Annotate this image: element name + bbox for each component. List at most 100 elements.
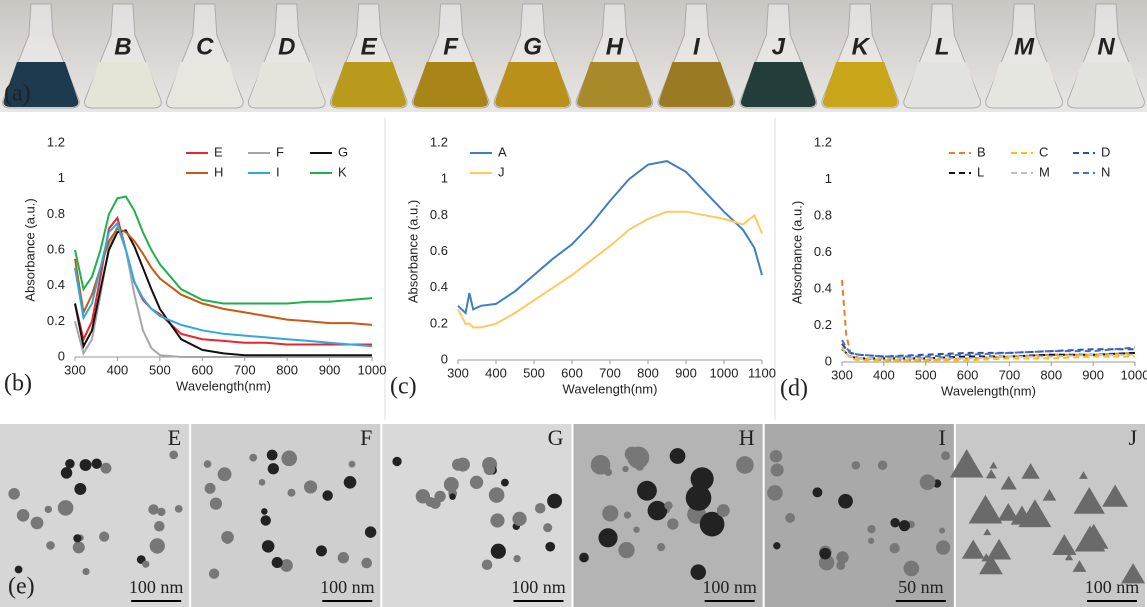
particle [365, 526, 376, 537]
legend-label: N [1101, 164, 1110, 179]
x-axis-title: Wavelength(nm) [176, 378, 271, 393]
particle [920, 474, 936, 490]
flask-label: K [852, 33, 871, 60]
particle [322, 490, 333, 501]
particle [101, 463, 112, 474]
particle [618, 542, 634, 558]
y-tick-label: 1 [825, 171, 832, 186]
panel-label: (d) [780, 376, 808, 402]
particle [449, 493, 456, 500]
legend-label: C [1039, 144, 1048, 159]
particle [622, 466, 628, 472]
particle [15, 566, 23, 574]
flask-liquid [331, 62, 406, 107]
particle [392, 457, 401, 466]
particle [74, 483, 86, 495]
scale-label: 100 nm [702, 577, 757, 597]
particle [852, 461, 861, 470]
x-tick-label: 900 [675, 365, 697, 380]
particle [272, 557, 283, 568]
tem-label: F [360, 425, 372, 450]
tem-label: H [739, 425, 755, 450]
y-tick-label: 1.2 [430, 134, 448, 149]
legend-label: L [977, 164, 984, 179]
tem-label: E [168, 425, 181, 450]
particle [547, 494, 562, 509]
scale-label: 100 nm [511, 577, 566, 597]
flask-label: D [278, 33, 295, 60]
x-tick-label: 800 [276, 362, 298, 377]
particle [99, 532, 109, 542]
particle [268, 463, 279, 474]
particle [717, 504, 730, 517]
y-tick-label: 0 [441, 351, 448, 366]
x-tick-label: 300 [64, 362, 86, 377]
particle [46, 541, 55, 550]
particle [513, 555, 520, 562]
y-tick-label: 0.2 [47, 313, 65, 328]
tem-label: I [939, 425, 946, 450]
particle [691, 467, 714, 490]
particle [899, 520, 910, 531]
series-line [75, 218, 372, 345]
flask-liquid [86, 62, 161, 107]
x-tick-label: 300 [447, 365, 469, 380]
legend-label: D [1101, 144, 1110, 159]
particle [501, 479, 509, 487]
particle [648, 501, 668, 521]
panel-label: (c) [390, 374, 417, 400]
figure: BCDEFGHIJKLMN(a)00.20.40.60.811.23004005… [0, 0, 1147, 607]
particle [349, 461, 356, 468]
particle [150, 538, 165, 553]
particle [490, 513, 504, 527]
scale-label: 100 nm [320, 577, 375, 597]
particle [812, 487, 822, 497]
panel-label: (b) [4, 371, 32, 397]
legend-label: A [498, 144, 507, 159]
y-tick-label: 0 [58, 348, 65, 363]
y-tick-label: 0.4 [814, 280, 832, 295]
tem-label: G [548, 425, 564, 450]
particle [939, 528, 945, 534]
particle [261, 515, 271, 525]
particle [45, 506, 52, 513]
y-axis-title: Absorbance (a.u.) [405, 200, 420, 303]
particle [148, 504, 158, 514]
y-tick-label: 0.6 [47, 241, 65, 256]
particle [210, 497, 222, 509]
x-tick-label: 900 [1082, 367, 1104, 382]
series-line [75, 229, 372, 325]
particle [17, 509, 30, 522]
y-tick-label: 0.8 [47, 206, 65, 221]
scale-label: 50 nm [898, 577, 944, 597]
particle [773, 542, 780, 549]
particle [58, 500, 74, 516]
scale-label: 100 nm [1085, 577, 1140, 597]
x-tick-label: 1000 [358, 362, 387, 377]
particle [361, 558, 372, 569]
particle [878, 461, 887, 470]
x-tick-label: 1000 [710, 365, 739, 380]
particle [209, 568, 219, 578]
particle [670, 448, 686, 464]
y-tick-label: 0.8 [814, 207, 832, 222]
particle [667, 518, 678, 529]
y-tick-label: 1.2 [47, 134, 65, 149]
y-tick-label: 1 [58, 170, 65, 185]
particle [889, 543, 899, 553]
x-tick-label: 500 [915, 367, 937, 382]
flask-label: J [772, 33, 786, 60]
particle [8, 488, 20, 500]
particle [579, 553, 589, 563]
series-line [458, 161, 762, 313]
flask-label: M [1014, 33, 1035, 60]
particle [91, 458, 101, 468]
particle [771, 463, 784, 476]
flask-liquid [167, 62, 242, 107]
particle [598, 528, 617, 547]
particle [221, 531, 234, 544]
particle [80, 459, 92, 471]
x-tick-label: 800 [1040, 367, 1062, 382]
legend-label: M [1039, 164, 1050, 179]
flask-label: B [114, 33, 131, 60]
